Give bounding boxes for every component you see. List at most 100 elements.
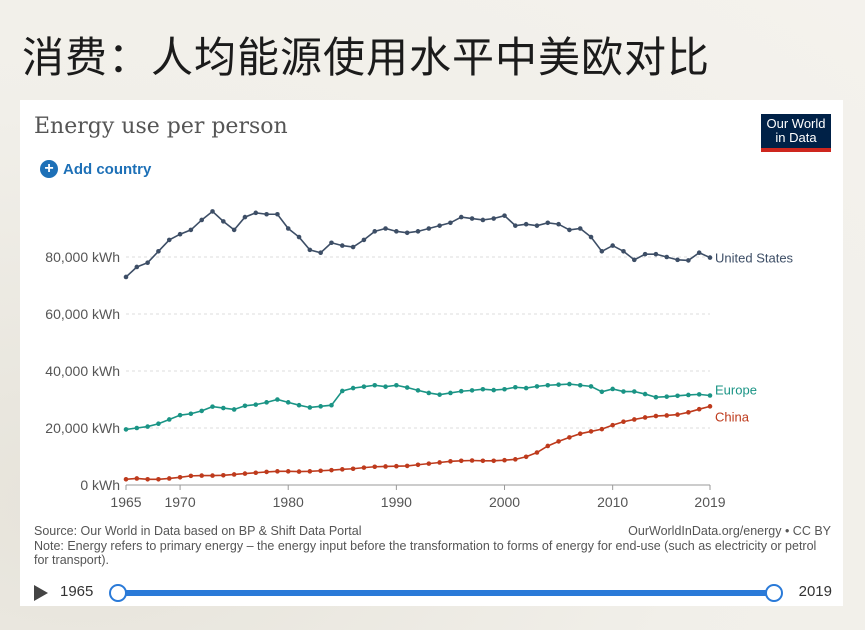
x-tick-label: 1990 — [381, 494, 412, 510]
data-point — [491, 458, 497, 464]
data-point — [588, 384, 594, 389]
data-point — [123, 427, 129, 432]
data-point — [285, 400, 291, 405]
data-point — [134, 264, 140, 270]
data-point — [242, 471, 248, 476]
data-point — [415, 462, 421, 468]
data-point — [523, 454, 529, 460]
data-point — [231, 227, 237, 233]
data-point — [675, 412, 680, 417]
play-icon[interactable] — [34, 585, 48, 601]
data-point — [686, 258, 691, 263]
data-point — [599, 389, 605, 395]
timeline-track[interactable] — [118, 590, 774, 596]
data-point — [686, 392, 691, 398]
data-point — [307, 405, 313, 410]
data-point — [339, 243, 345, 248]
data-point — [480, 458, 486, 464]
data-point — [426, 226, 432, 231]
data-point — [491, 387, 497, 393]
data-point — [480, 386, 486, 392]
data-point — [664, 394, 670, 399]
data-point — [567, 435, 572, 440]
data-point — [696, 250, 702, 256]
x-tick-label: 2019 — [694, 494, 725, 510]
data-point — [221, 473, 226, 478]
data-point — [545, 220, 551, 226]
series-line-0 — [125, 210, 711, 278]
data-point — [394, 229, 399, 234]
data-point — [469, 216, 475, 221]
data-point — [686, 410, 691, 415]
data-point — [318, 250, 323, 256]
data-point — [675, 393, 680, 399]
data-point — [675, 257, 680, 263]
data-point — [166, 417, 172, 422]
data-point — [329, 467, 334, 473]
data-point — [621, 249, 626, 254]
data-point — [653, 251, 659, 257]
data-point — [610, 386, 615, 392]
data-point — [696, 406, 702, 412]
x-tick-label: 1970 — [164, 494, 195, 510]
data-point — [415, 388, 421, 393]
data-point — [588, 429, 594, 434]
data-point — [188, 227, 194, 233]
data-point — [642, 251, 648, 257]
timeline-end-handle[interactable] — [765, 584, 783, 602]
data-point — [329, 240, 334, 246]
data-point — [166, 476, 172, 481]
data-point — [707, 255, 713, 260]
data-point — [188, 411, 194, 417]
data-point — [123, 274, 129, 280]
data-point — [285, 469, 291, 474]
y-tick-label: 0 kWh — [80, 477, 120, 493]
data-point — [631, 257, 637, 263]
slide-title: 消费：人均能源使用水平中美欧对比 — [22, 33, 711, 82]
data-point — [177, 412, 183, 418]
data-point — [664, 254, 670, 260]
data-point — [188, 473, 194, 479]
add-country-button[interactable]: + Add country — [40, 160, 151, 178]
data-point — [426, 461, 432, 466]
data-point — [404, 385, 410, 390]
data-point — [577, 226, 583, 231]
series-label: United States — [715, 251, 794, 266]
data-point — [631, 417, 637, 422]
data-point — [426, 390, 432, 396]
data-point — [437, 223, 442, 228]
y-tick-label: 40,000 kWh — [45, 363, 120, 379]
data-point — [502, 457, 507, 463]
data-point — [696, 392, 702, 397]
data-point — [577, 382, 583, 388]
data-point — [275, 469, 280, 474]
data-point — [567, 381, 572, 387]
data-point — [567, 227, 572, 233]
series-label: China — [715, 409, 750, 424]
data-point — [631, 389, 637, 394]
data-point — [653, 413, 659, 419]
data-point — [296, 402, 302, 408]
data-point — [523, 221, 529, 227]
timeline-start-label: 1965 — [60, 583, 94, 600]
data-point — [707, 404, 713, 409]
timeline-start-handle[interactable] — [109, 584, 127, 602]
data-point — [642, 415, 648, 420]
data-point — [285, 226, 291, 231]
data-point — [372, 464, 378, 470]
line-chart: 0 kWh 20,000 kWh 40,000 kWh 60,000 kWh 80,00… — [45, 209, 794, 510]
owid-logo[interactable]: Our World in Data — [761, 114, 831, 152]
y-tick-label: 80,000 kWh — [45, 249, 120, 265]
data-point — [145, 477, 150, 482]
data-point — [534, 384, 540, 389]
data-point — [199, 473, 205, 478]
license-text[interactable]: OurWorldInData.org/energy • CC BY — [628, 524, 831, 538]
data-point — [264, 211, 269, 217]
data-point — [318, 404, 323, 409]
data-point — [307, 247, 313, 253]
timeline-end-label: 2019 — [798, 583, 832, 600]
data-point — [253, 470, 259, 476]
data-point — [415, 229, 421, 234]
data-point — [361, 465, 367, 470]
data-point — [383, 226, 388, 231]
